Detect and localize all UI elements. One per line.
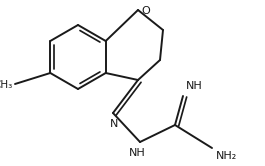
Text: NH: NH [129, 148, 145, 158]
Text: N: N [110, 119, 118, 129]
Text: NH₂: NH₂ [216, 151, 237, 161]
Text: O: O [141, 6, 150, 16]
Text: CH₃: CH₃ [0, 80, 13, 90]
Text: NH: NH [186, 81, 203, 91]
